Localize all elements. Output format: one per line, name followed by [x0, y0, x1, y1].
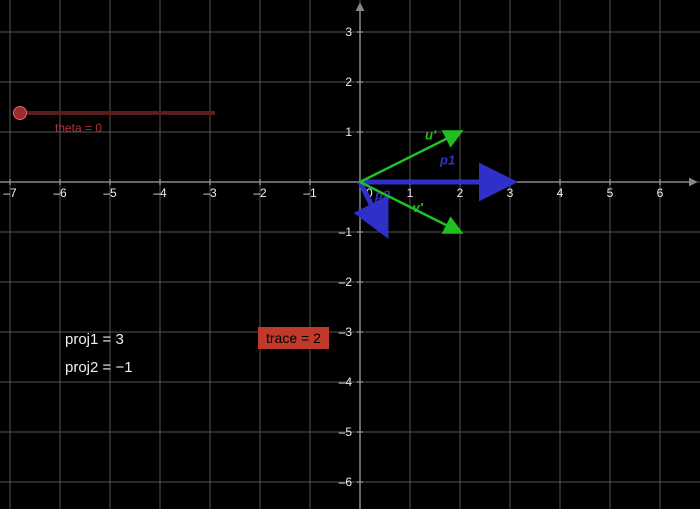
proj2-readout: proj2 = −1 [65, 359, 133, 376]
y-tick-label: –1 [339, 225, 353, 239]
y-tick-label: 3 [345, 25, 352, 39]
y-tick-label: –5 [339, 425, 353, 439]
x-tick-label: –6 [53, 186, 67, 200]
x-tick-label: 4 [557, 186, 564, 200]
x-tick-label: –7 [3, 186, 17, 200]
x-tick-label: 3 [507, 186, 514, 200]
theta-slider-knob[interactable] [13, 106, 27, 120]
x-tick-label: –1 [303, 186, 317, 200]
plot-svg: –7–6–5–4–3–2–10123456–6–5–4–3–2–1123p1p2… [0, 0, 700, 509]
vector-label-v: v' [413, 200, 424, 215]
trace-readout[interactable]: trace = 2 [258, 327, 329, 349]
proj1-readout: proj1 = 3 [65, 331, 124, 348]
x-tick-label: –5 [103, 186, 117, 200]
x-tick-label: 6 [657, 186, 664, 200]
y-tick-label: 1 [345, 125, 352, 139]
theta-slider-label: theta = 0 [55, 121, 102, 135]
theta-slider-track[interactable] [20, 111, 215, 115]
y-tick-label: 2 [345, 75, 352, 89]
vector-label-p1: p1 [439, 153, 455, 168]
geogebra-canvas: –7–6–5–4–3–2–10123456–6–5–4–3–2–1123p1p2… [0, 0, 700, 509]
y-tick-label: –2 [339, 275, 353, 289]
x-tick-label: 5 [607, 186, 614, 200]
x-tick-label: –4 [153, 186, 167, 200]
x-tick-label: –2 [253, 186, 267, 200]
vector-label-u: u' [425, 128, 437, 143]
y-tick-label: –4 [339, 375, 353, 389]
x-tick-label: 1 [407, 186, 414, 200]
y-tick-label: –3 [339, 325, 353, 339]
x-tick-label: –3 [203, 186, 217, 200]
y-tick-label: –6 [339, 475, 353, 489]
x-tick-label: 2 [457, 186, 464, 200]
